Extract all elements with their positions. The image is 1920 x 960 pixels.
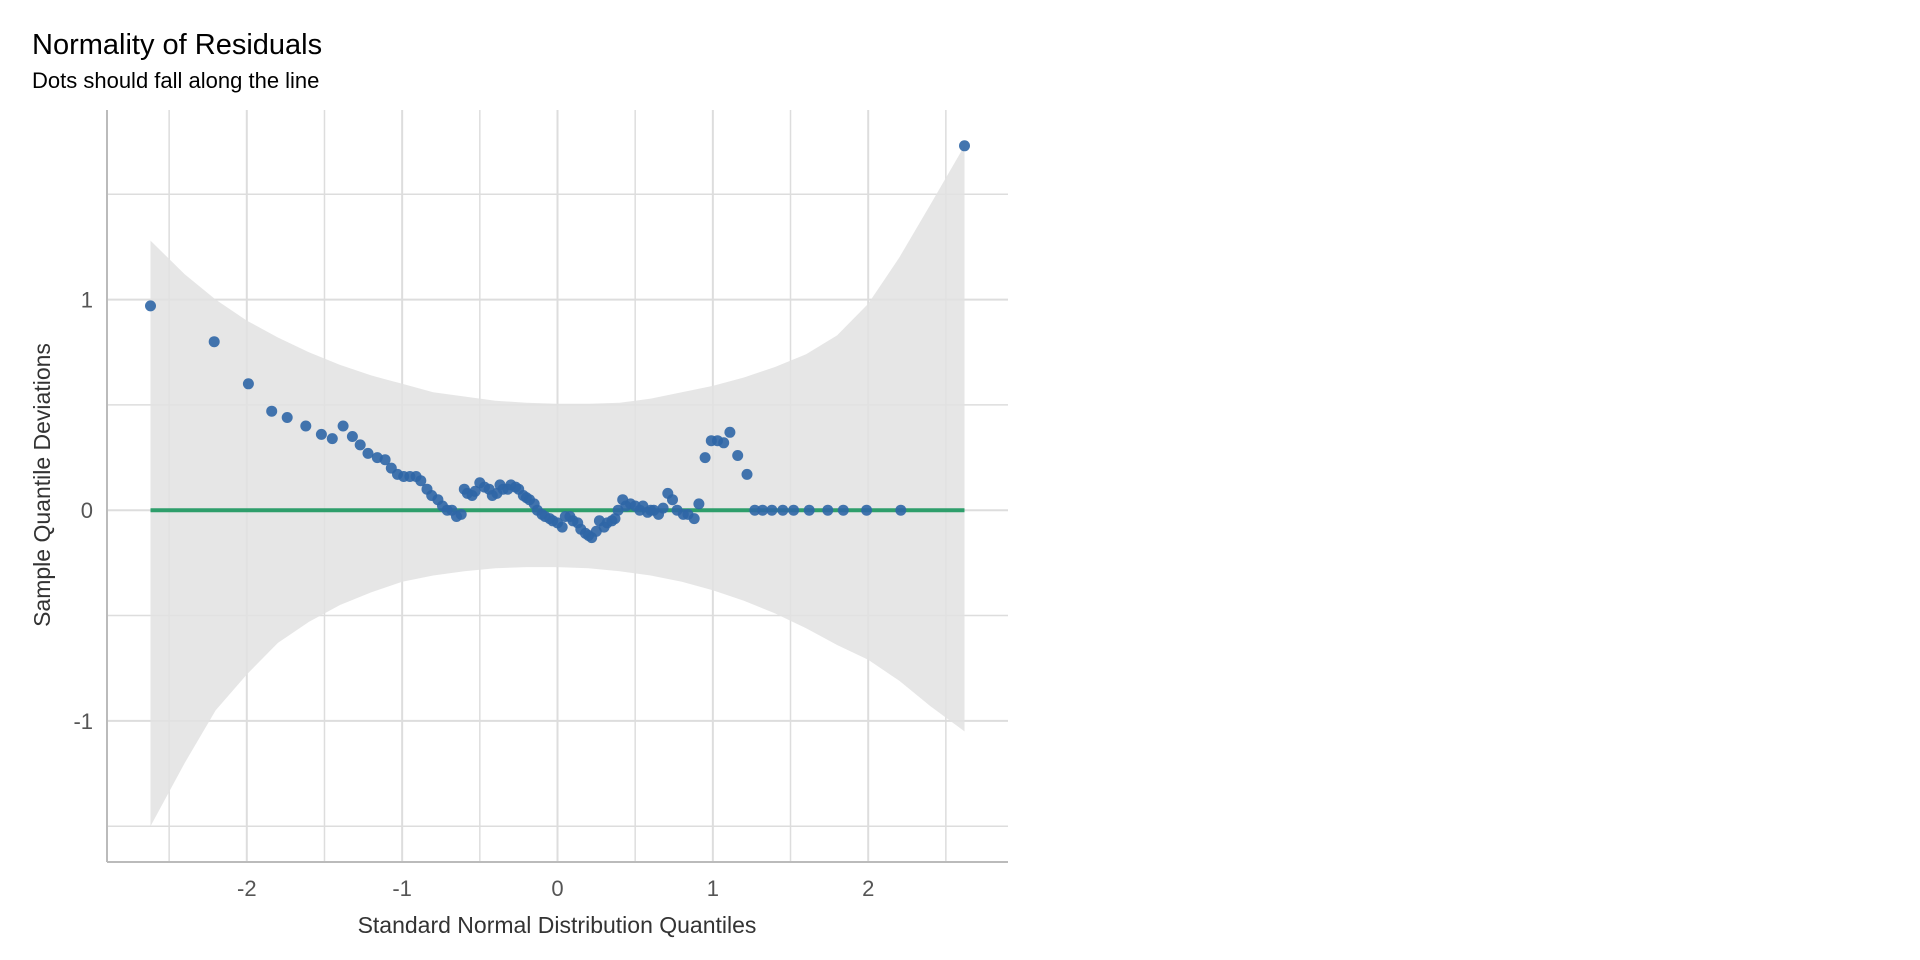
y-tick-label: -1 — [73, 709, 93, 734]
chart-title: Normality of Residuals — [32, 29, 322, 61]
data-point — [379, 454, 391, 466]
data-point — [326, 433, 338, 445]
data-point — [749, 504, 761, 516]
y-tick-label: 1 — [81, 288, 93, 313]
data-point — [315, 428, 327, 440]
x-tick-label: 0 — [551, 876, 563, 901]
data-point — [693, 498, 705, 510]
data-point — [741, 468, 753, 480]
y-axis-title: Sample Quantile Deviations — [29, 343, 55, 627]
x-tick-label: 1 — [707, 876, 719, 901]
data-point — [732, 450, 744, 461]
x-tick-label: -1 — [392, 876, 412, 901]
data-point — [208, 336, 220, 348]
chart-subtitle: Dots should fall along the line — [32, 68, 319, 93]
x-axis-title: Standard Normal Distribution Quantiles — [358, 912, 757, 938]
data-point — [699, 452, 711, 464]
data-point — [354, 439, 366, 451]
data-point — [757, 504, 769, 516]
data-point — [300, 420, 312, 432]
data-point — [861, 504, 873, 516]
data-point — [657, 502, 669, 514]
data-point — [718, 437, 730, 449]
data-point — [145, 300, 156, 312]
data-point — [337, 420, 349, 432]
data-point — [266, 405, 278, 417]
data-point — [281, 412, 293, 423]
data-point — [788, 504, 800, 516]
plot-area: -2 -1 0 1 2 -1 0 1 — [73, 110, 1008, 901]
data-point — [959, 140, 970, 152]
data-point — [724, 426, 736, 438]
data-point — [777, 504, 789, 516]
data-point — [346, 431, 358, 442]
data-point — [803, 504, 815, 516]
data-point — [609, 513, 621, 525]
data-point — [362, 447, 374, 459]
confidence-band — [150, 145, 965, 827]
y-tick-label: 0 — [81, 498, 93, 523]
x-tick-label: 2 — [862, 876, 874, 901]
data-point — [415, 475, 427, 487]
data-point — [766, 504, 778, 516]
data-point — [895, 504, 907, 516]
x-tick-label: -2 — [237, 876, 257, 901]
data-point — [556, 521, 568, 533]
data-point — [455, 508, 467, 520]
data-point — [667, 494, 678, 506]
data-point — [822, 504, 834, 516]
data-point — [837, 504, 849, 516]
data-point — [688, 513, 700, 525]
data-point — [242, 378, 254, 390]
data-point — [469, 485, 481, 497]
